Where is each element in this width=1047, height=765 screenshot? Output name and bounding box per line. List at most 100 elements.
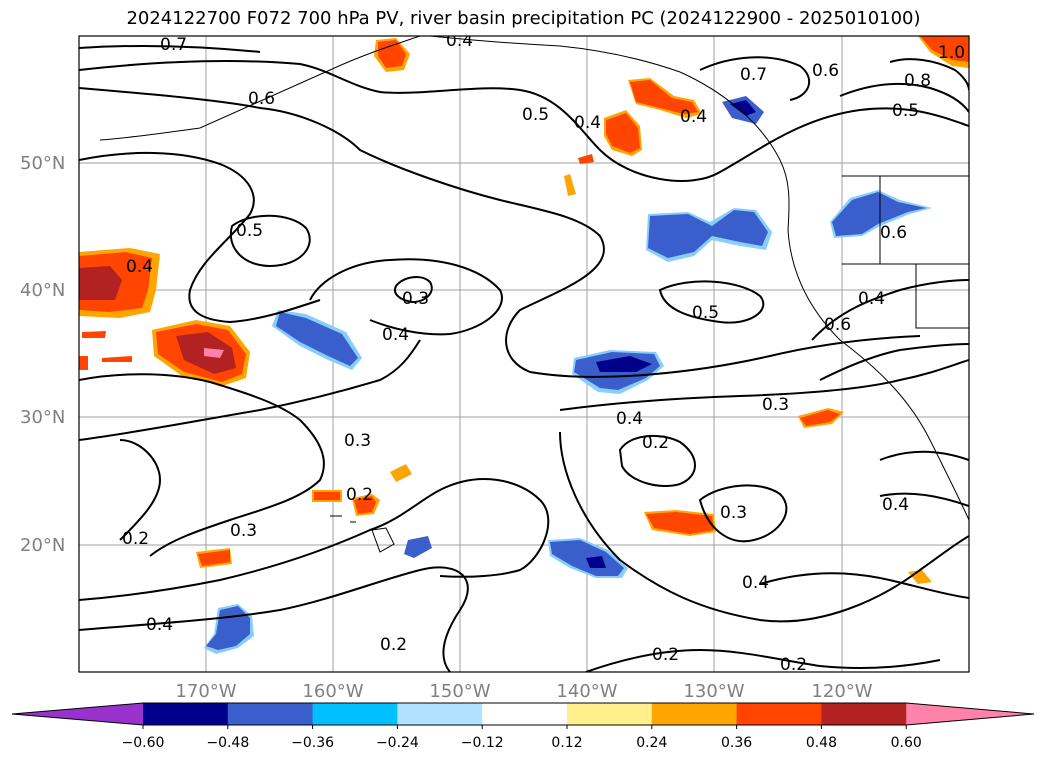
contour-label: 0.6 [880,223,907,243]
contour-label: 0.4 [882,495,909,515]
contour-label: 0.3 [762,395,789,415]
map-frame [78,35,970,673]
colorbar-tick-label: −0.24 [376,735,419,751]
precip-blob [314,492,340,500]
precip-blob [82,331,106,338]
lat-label-30n: 30°N [20,407,65,428]
lon-label-130w: 130°W [683,681,744,702]
contour-label: 0.6 [824,315,851,335]
contour-label: 0.3 [230,521,257,541]
precip-blob [354,496,376,514]
contour-label: 0.2 [642,433,669,453]
pv-contour [79,373,325,557]
pv-contour [79,151,321,324]
precip-blob [102,356,132,362]
contour-label: 0.2 [652,645,679,665]
contour-label: 0.2 [380,635,407,655]
colorbar-tick-label: 0.36 [721,735,752,751]
colorbar-tick-label: −0.12 [461,735,504,751]
precip-blob [404,536,432,558]
pv-contour [811,279,969,341]
colorbar-tick-label: −0.36 [291,735,334,751]
contour-label: 0.3 [344,431,371,451]
contour-label: 0.8 [904,71,931,91]
contour-label: 0.6 [812,61,839,81]
colorbar-segment [567,703,653,725]
pv-contour [79,44,261,53]
precip-blob [730,100,756,116]
colorbar-tick-label: 0.24 [636,735,667,751]
lon-label-170w: 170°W [175,681,236,702]
lon-label-150w: 150°W [429,681,490,702]
contour-label: 0.6 [248,89,275,109]
colorbar-segment [482,703,568,725]
colorbar-segment [736,703,822,725]
precip-blob [198,550,230,566]
contour-label: 0.7 [740,65,767,85]
lat-label-40n: 40°N [20,280,65,301]
pv-contour [79,87,921,378]
contour-label: 0.3 [402,289,429,309]
precip-blob [596,356,652,372]
precip-blob [832,192,926,236]
precip-blob [920,36,969,62]
pv-contour [229,214,311,268]
pv-contour [79,60,969,182]
contour-label: 0.4 [146,615,173,635]
pv-contour [559,359,969,411]
coastlines [99,36,969,553]
colorbar: −0.60 −0.48 −0.36 −0.24 −0.12 0.12 0.24 0.36 0.4… [11,702,1035,751]
contour-label: 0.4 [382,325,409,345]
contour-label: 0.5 [522,105,549,125]
contour-labels: 0.7 0.4 0.4 0.6 0.5 0.4 0.7 0.6 0.8 0.5 … [122,31,965,675]
pv-contour [79,478,550,601]
colorbar-tick-label: −0.48 [206,735,249,751]
pv-contour [759,572,969,599]
pv-contour [309,258,503,336]
precip-blob [79,356,88,370]
contour-label: 0.4 [574,113,601,133]
precip-blob [800,410,840,426]
pv-contour [889,58,969,91]
lon-label-160w: 160°W [302,681,363,702]
colorbar-extend-low [12,703,143,725]
pv-contour [698,484,788,543]
colorbar-segment [312,703,398,725]
pv-contour [879,492,969,507]
pv-contour [119,439,162,541]
pv-contour [879,450,969,461]
lon-label-120w: 120°W [811,681,872,702]
pv-contour [839,82,969,113]
pv-contour [394,276,433,304]
precip-blob [79,266,122,300]
colorbar-tick-label: 0.48 [806,735,837,751]
colorbar-tick-label: 0.12 [551,735,582,751]
colorbar-segment [143,703,229,725]
pv-contour [559,431,969,623]
lat-labels: 50°N 40°N 30°N 20°N [20,153,65,556]
lon-label-140w: 140°W [556,681,617,702]
colorbar-segment [397,703,483,725]
precip-blob [378,40,406,68]
contour-label: 0.5 [236,221,263,241]
contour-label: 0.2 [122,529,149,549]
contour-label: 0.4 [680,107,707,127]
contour-label: 0.4 [126,257,153,277]
lon-labels: 170°W 160°W 150°W 140°W 130°W 120°W [175,681,872,702]
precip-blob [646,512,714,534]
contour-label: 0.5 [692,303,719,323]
pv-contour [819,343,969,381]
contour-label: 1.0 [938,43,965,63]
precip-blob [564,174,576,196]
precip-blob [630,80,698,114]
contour-label: 0.4 [446,31,473,51]
colorbar-segment [651,703,738,725]
precip-blob [204,348,224,358]
contour-label: 0.4 [742,573,769,593]
precip-blob [390,464,412,482]
colorbar-tick-label: 0.60 [891,735,922,751]
pv-contour [79,339,421,441]
contour-label: 0.2 [780,655,807,675]
precip-blob [206,606,250,650]
